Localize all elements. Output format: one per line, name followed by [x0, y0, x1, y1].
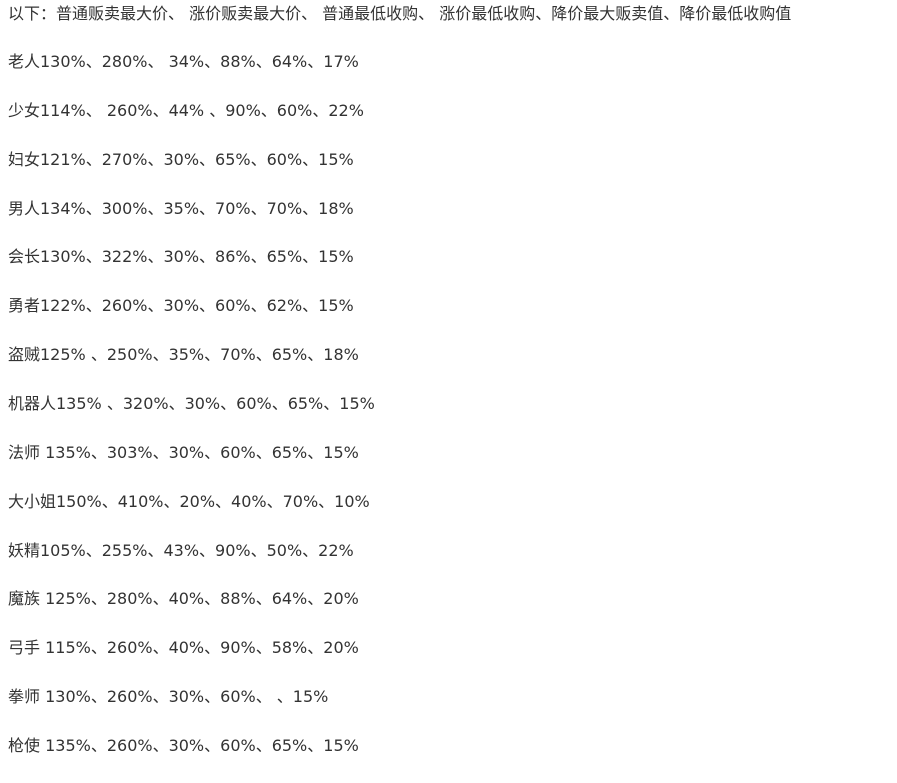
stat-row: 机器人135% 、320%、30%、60%、65%、15%	[8, 394, 375, 414]
stat-row: 弓手 115%、260%、40%、90%、58%、20%	[8, 638, 359, 658]
stat-row: 法师 135%、303%、30%、60%、65%、15%	[8, 442, 359, 462]
intro-text: 以下：普通贩卖最大价、 涨价贩卖最大价、 普通最低收购、 涨价最低收购、降价最大…	[8, 4, 792, 23]
stat-row: 少女114%、 260%、44% 、90%、60%、22%	[8, 100, 364, 120]
stat-row: 勇者122%、260%、30%、60%、62%、15%	[8, 296, 354, 316]
stat-row: 枪使 135%、260%、30%、60%、65%、15%	[8, 736, 359, 756]
stat-list: 老人130%、280%、 34%、88%、64%、17% 少女114%、 260…	[8, 50, 375, 783]
stat-row: 魔族 125%、280%、40%、88%、64%、20%	[8, 589, 359, 609]
stat-row: 大小姐150%、410%、20%、40%、70%、10%	[8, 491, 370, 511]
stat-row: 妇女121%、270%、30%、65%、60%、15%	[8, 149, 354, 169]
stat-row: 男人134%、300%、35%、70%、70%、18%	[8, 198, 354, 218]
stat-row: 妖精105%、255%、43%、90%、50%、22%	[8, 540, 354, 560]
stat-row: 拳师 130%、260%、30%、60%、 、15%	[8, 687, 329, 707]
stat-row: 盗贼125% 、250%、35%、70%、65%、18%	[8, 345, 359, 365]
stat-row: 老人130%、280%、 34%、88%、64%、17%	[8, 52, 359, 71]
stat-row: 会长130%、322%、30%、86%、65%、15%	[8, 247, 354, 267]
